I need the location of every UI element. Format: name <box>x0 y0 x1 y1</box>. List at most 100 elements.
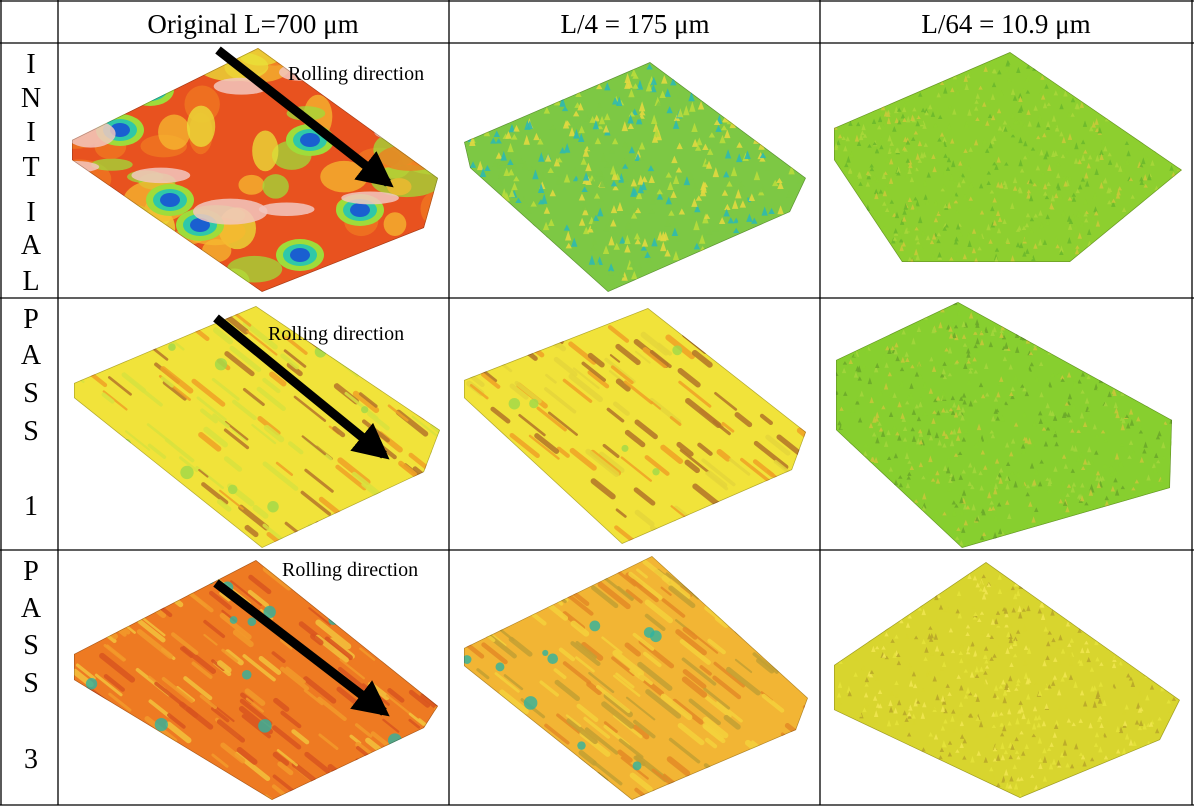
surface-texture <box>607 325 630 343</box>
surface-texture <box>142 494 158 508</box>
surface-texture <box>81 572 106 593</box>
surface-texture <box>987 506 993 511</box>
surface-texture <box>677 108 684 118</box>
surface-texture <box>542 753 569 776</box>
surface-texture <box>1039 349 1045 355</box>
surface-texture <box>1149 684 1155 690</box>
surface-texture <box>967 647 973 653</box>
surface-texture <box>636 568 648 579</box>
surface-texture <box>541 744 562 762</box>
surface-texture <box>479 167 487 178</box>
surface-texture <box>419 611 438 638</box>
surface-texture <box>958 650 963 655</box>
surface-texture <box>953 452 959 457</box>
surface-texture <box>759 413 773 426</box>
surface-texture <box>979 611 985 615</box>
surface-texture <box>861 363 867 369</box>
surface-texture <box>999 376 1004 382</box>
surface-texture <box>382 718 400 733</box>
row-label-char: A <box>21 340 42 371</box>
surface-texture <box>580 157 587 165</box>
surface-texture <box>631 204 638 210</box>
surface-texture <box>525 577 539 589</box>
surface-texture <box>226 255 283 283</box>
surface-texture <box>135 779 156 796</box>
surface-texture <box>919 119 925 125</box>
surface-texture <box>861 123 866 131</box>
surface-texture <box>131 167 191 184</box>
surface-texture <box>539 170 547 182</box>
surface-texture <box>420 629 438 656</box>
surface-texture <box>853 371 859 378</box>
surface-texture <box>968 713 974 718</box>
surface-texture <box>1069 637 1074 643</box>
surface-texture <box>995 610 1001 615</box>
surface-texture <box>901 329 906 335</box>
surface-texture <box>1071 196 1077 202</box>
surface-crater <box>300 133 320 147</box>
surface-texture <box>996 782 1001 787</box>
surface-texture <box>508 123 516 133</box>
surface-texture <box>242 654 276 682</box>
surface-texture <box>202 798 224 800</box>
surface-texture <box>202 778 236 800</box>
surface-texture <box>770 396 785 409</box>
surface-texture <box>470 771 498 794</box>
surface-texture <box>857 710 863 717</box>
surface-texture <box>1057 704 1063 710</box>
surface-texture <box>938 114 943 120</box>
surface-texture <box>981 593 987 600</box>
surface-texture <box>702 143 709 151</box>
surface-texture <box>991 415 996 422</box>
surface-texture <box>275 461 294 476</box>
surface-texture <box>872 209 878 216</box>
column-header-original: Original L=700 μm <box>147 9 358 39</box>
surface-texture <box>785 384 806 414</box>
surface-texture <box>1042 416 1048 423</box>
surface-texture <box>645 689 682 719</box>
surface-texture <box>1075 762 1081 770</box>
surface-texture <box>1045 420 1051 428</box>
surface-texture <box>881 652 887 658</box>
surface-texture <box>1026 189 1032 194</box>
surface-texture <box>1063 463 1069 469</box>
surface-texture <box>991 724 997 728</box>
surface-texture <box>723 170 730 178</box>
surface-texture <box>918 92 923 97</box>
surface-texture <box>1169 165 1174 171</box>
surface-texture <box>1020 144 1026 149</box>
surface-texture <box>1124 158 1130 166</box>
surface-texture <box>955 88 960 95</box>
surface-texture <box>1025 492 1030 497</box>
surface-texture <box>1000 742 1005 750</box>
surface-texture <box>1109 684 1115 690</box>
surface-texture <box>916 437 921 445</box>
surface-texture <box>875 411 880 418</box>
surface-texture <box>761 693 785 713</box>
surface-texture <box>1124 414 1130 418</box>
surface-texture <box>1074 247 1080 255</box>
row-label-char: P <box>23 304 39 335</box>
surface-texture <box>660 241 667 252</box>
surface-texture <box>1148 715 1153 722</box>
surface-texture <box>676 90 684 99</box>
surface-texture <box>100 624 118 640</box>
surface-texture <box>549 123 557 130</box>
surface-texture <box>1099 722 1104 728</box>
surface-texture <box>588 671 615 694</box>
surface-texture <box>650 76 658 85</box>
surface-texture <box>707 638 726 655</box>
surface-texture <box>986 99 991 104</box>
surface-texture <box>664 249 671 257</box>
surface-texture <box>691 138 699 147</box>
surface-texture <box>791 531 806 544</box>
surface-crater <box>160 193 180 207</box>
surface-texture <box>943 167 948 175</box>
surface-texture <box>664 218 671 227</box>
surface-texture <box>352 767 369 782</box>
surface-texture <box>231 428 247 442</box>
surface-texture <box>1002 444 1007 450</box>
surface-texture <box>921 638 926 645</box>
surface-texture <box>121 438 132 449</box>
surface-texture <box>1154 185 1159 191</box>
